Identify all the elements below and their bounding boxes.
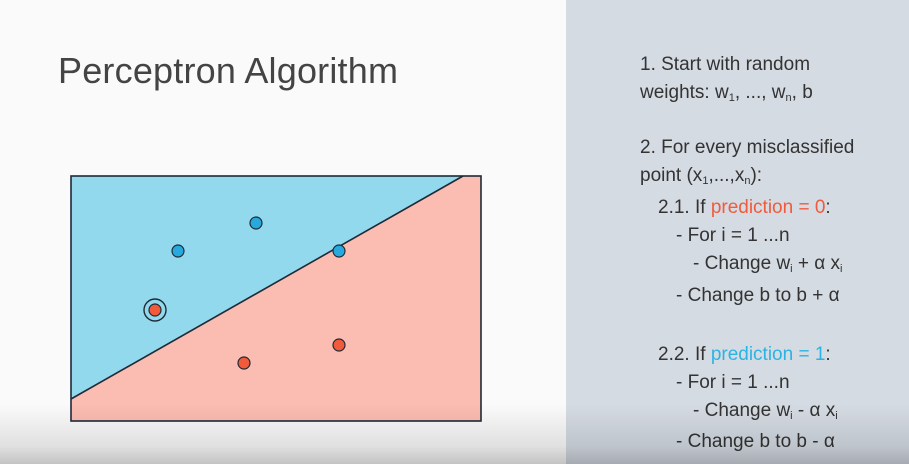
text: weights: w — [640, 82, 729, 103]
text: - Change w — [693, 400, 791, 421]
subscript: 1 — [728, 92, 735, 104]
text: ,...,x — [708, 165, 745, 186]
misclassified-red-point — [148, 303, 162, 317]
blue-point — [171, 244, 185, 258]
blue-point — [332, 244, 346, 258]
text: point (x — [640, 165, 703, 186]
step-2-2-bias-update: - Change b to b - α — [676, 431, 835, 452]
text: 2.2. If — [658, 344, 711, 365]
diagram-frame — [70, 175, 482, 422]
step-1-line-1: 1. Start with random — [640, 54, 811, 75]
perceptron-diagram — [70, 175, 482, 422]
subscript: i — [790, 263, 793, 275]
subscript: i — [840, 263, 843, 275]
text: 2.1. If — [658, 197, 711, 218]
step-1-line-2: weights: w1, ..., wn, b — [640, 79, 813, 107]
prediction-one-highlight: prediction = 1 — [710, 344, 826, 365]
text: , b — [791, 82, 813, 103]
step-2-1-weight-update: - Change wi + α xi — [693, 250, 843, 278]
text: + α x — [792, 253, 841, 274]
text: - Change w — [693, 253, 791, 274]
algorithm-steps-panel — [566, 0, 909, 464]
page-title: Perceptron Algorithm — [58, 50, 399, 91]
misclassified-highlight-ring — [143, 298, 167, 322]
step-2-2-weight-update: - Change wi - α xi — [693, 397, 838, 425]
text: , ..., w — [734, 82, 786, 103]
red-point — [332, 338, 346, 352]
text: ): — [750, 165, 763, 186]
subscript: 1 — [702, 175, 709, 187]
blue-point — [249, 216, 263, 230]
subscript: n — [785, 92, 792, 104]
red-point — [237, 356, 251, 370]
step-2-1-condition: 2.1. If prediction = 0: — [658, 194, 831, 222]
step-2-2-condition: 2.2. If prediction = 1: — [658, 341, 831, 369]
decision-boundary — [70, 175, 464, 400]
subscript: i — [835, 410, 838, 422]
subscript: n — [744, 175, 751, 187]
text: - α x — [792, 400, 836, 421]
text: : — [825, 197, 831, 218]
prediction-zero-highlight: prediction = 0 — [710, 197, 826, 218]
step-2-1-bias-update: - Change b to b + α — [676, 285, 840, 306]
step-2-1-loop: - For i = 1 ...n — [676, 225, 790, 246]
step-2-line-2: point (x1,...,xn): — [640, 162, 762, 190]
step-2-2-loop: - For i = 1 ...n — [676, 372, 790, 393]
subscript: i — [790, 410, 793, 422]
text: : — [825, 344, 831, 365]
step-2-line-1: 2. For every misclassified — [640, 137, 855, 158]
